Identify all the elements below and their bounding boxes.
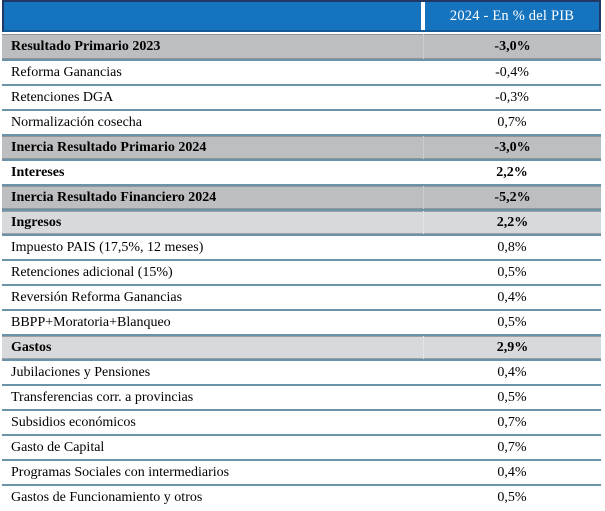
row-label: Programas Sociales con intermediarios <box>11 464 230 480</box>
table-row: Retenciones DGA -0,3% <box>2 84 601 109</box>
table-row: Reversión Reforma Ganancias 0,4% <box>2 284 601 309</box>
row-value: 0,5% <box>497 314 527 330</box>
table-header: 2024 - En % del PIB <box>2 0 601 32</box>
table-body: Resultado Primario 2023 -3,0% Reforma Ga… <box>2 34 601 509</box>
row-value: 0,5% <box>497 264 527 280</box>
row-value: 0,7% <box>497 439 527 455</box>
row-value: 0,8% <box>497 239 527 255</box>
table-row: Ingresos 2,2% <box>2 209 601 234</box>
row-label: Subsidios económicos <box>11 414 136 430</box>
row-label: Gasto de Capital <box>11 439 105 455</box>
row-label: Resultado Primario 2023 <box>11 38 161 54</box>
table-row: Gastos 2,9% <box>2 334 601 359</box>
row-value: 0,4% <box>497 289 527 305</box>
row-value: 2,2% <box>496 164 528 180</box>
row-label: Inercia Resultado Primario 2024 <box>11 139 207 155</box>
row-label: Reforma Ganancias <box>11 64 122 80</box>
table-row: BBPP+Moratoria+Blanqueo 0,5% <box>2 309 601 334</box>
table-row: Transferencias corr. a provincias 0,5% <box>2 384 601 409</box>
row-label: Jubilaciones y Pensiones <box>11 364 151 380</box>
header-spacer-cell <box>4 2 421 30</box>
table-row: Normalización cosecha 0,7% <box>2 109 601 134</box>
row-label: Gastos <box>11 339 52 355</box>
table-row: Retenciones adicional (15%) 0,5% <box>2 259 601 284</box>
row-value: -0,3% <box>495 89 529 105</box>
row-label: Intereses <box>11 164 65 180</box>
table-row: Inercia Resultado Financiero 2024 -5,2% <box>2 184 601 209</box>
table-row: Gasto de Capital 0,7% <box>2 434 601 459</box>
table-row: Programas Sociales con intermediarios 0,… <box>2 459 601 484</box>
row-value: 0,7% <box>497 414 527 430</box>
table-row: Inercia Resultado Primario 2024 -3,0% <box>2 134 601 159</box>
table-row: Intereses 2,2% <box>2 159 601 184</box>
row-value: 2,9% <box>423 336 601 359</box>
row-label: Impuesto PAIS (17,5%, 12 meses) <box>11 239 204 255</box>
row-value: -3,0% <box>423 34 601 59</box>
row-value: -0,4% <box>495 64 529 80</box>
row-value: 0,4% <box>497 464 527 480</box>
row-label: Ingresos <box>11 214 62 230</box>
row-label: Retenciones adicional (15%) <box>11 264 173 280</box>
row-label: Normalización cosecha <box>11 114 142 130</box>
row-label: Gastos de Funcionamiento y otros <box>11 489 203 505</box>
row-value: -5,2% <box>423 186 601 209</box>
table-row: Reforma Ganancias -0,4% <box>2 59 601 84</box>
row-value: 2,2% <box>423 211 601 234</box>
row-value: 0,7% <box>497 114 527 130</box>
table-row: Jubilaciones y Pensiones 0,4% <box>2 359 601 384</box>
table-row: Impuesto PAIS (17,5%, 12 meses) 0,8% <box>2 234 601 259</box>
row-label: Reversión Reforma Ganancias <box>11 289 183 305</box>
row-value: -3,0% <box>423 136 601 159</box>
row-value: 0,5% <box>497 489 527 505</box>
row-label: Retenciones DGA <box>11 89 114 105</box>
row-value: 0,5% <box>497 389 527 405</box>
row-label: BBPP+Moratoria+Blanqueo <box>11 314 171 330</box>
table-row: Subsidios económicos 0,7% <box>2 409 601 434</box>
row-label: Inercia Resultado Financiero 2024 <box>11 189 217 205</box>
header-title-cell: 2024 - En % del PIB <box>421 2 599 30</box>
row-value: 0,4% <box>497 364 527 380</box>
table-row: Resultado Primario 2023 -3,0% <box>2 34 601 59</box>
row-label: Transferencias corr. a provincias <box>11 389 194 405</box>
table-row: Gastos de Funcionamiento y otros 0,5% <box>2 484 601 509</box>
